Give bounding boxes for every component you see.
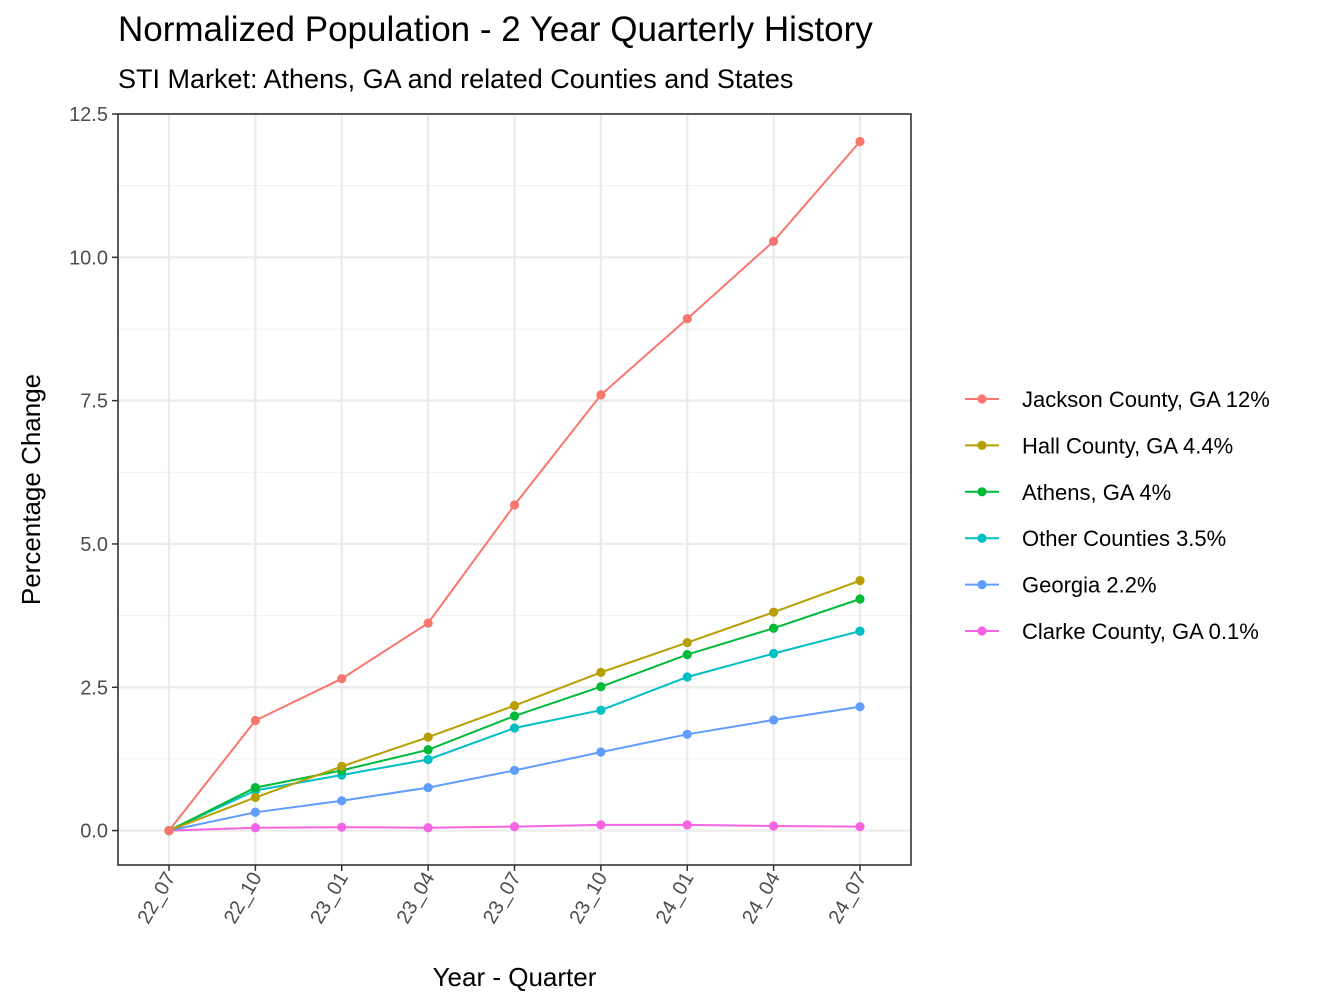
x-tick-label: 22_07 xyxy=(133,869,180,928)
x-axis: 22_07 22_10 23_01 23_04 23_07 23_10 24_01 24_04… xyxy=(133,865,871,928)
data-point xyxy=(509,723,520,733)
y-tick-label: 0.0 xyxy=(80,821,108,843)
data-point xyxy=(855,594,865,604)
data-point xyxy=(769,623,779,633)
data-point xyxy=(596,705,606,715)
y-tick-label: 10.0 xyxy=(69,247,108,269)
data-point xyxy=(509,765,520,776)
data-point xyxy=(509,821,520,832)
chart-subtitle: STI Market: Athens, GA and related Count… xyxy=(118,64,794,94)
data-point xyxy=(423,618,433,628)
data-point xyxy=(596,820,606,830)
data-point xyxy=(509,701,520,711)
legend-key-point xyxy=(977,394,987,404)
y-tick-label: 12.5 xyxy=(69,104,108,126)
legend-key-point xyxy=(977,440,987,450)
legend-label: Georgia 2.2% xyxy=(1022,573,1157,598)
data-point xyxy=(423,732,433,742)
legend-key-point xyxy=(977,580,987,590)
data-point xyxy=(423,783,433,793)
x-axis-title: Year - Quarter xyxy=(433,962,597,992)
data-point xyxy=(682,314,692,324)
x-tick-label: 24_07 xyxy=(824,869,871,928)
data-point xyxy=(250,715,260,726)
legend-label: Hall County, GA 4.4% xyxy=(1022,433,1233,458)
data-point xyxy=(769,821,779,831)
y-tick-label: 5.0 xyxy=(80,534,108,556)
data-point xyxy=(250,807,260,817)
data-point xyxy=(682,729,692,739)
legend-label: Jackson County, GA 12% xyxy=(1022,387,1270,412)
x-tick-label: 22_10 xyxy=(220,869,267,928)
data-point xyxy=(596,390,606,400)
data-point xyxy=(250,823,260,833)
y-tick-label: 2.5 xyxy=(80,677,108,699)
x-tick-label: 23_07 xyxy=(479,869,526,928)
legend-label: Other Counties 3.5% xyxy=(1022,526,1226,551)
y-axis-title: Percentage Change xyxy=(16,374,46,605)
data-point xyxy=(855,576,865,586)
data-point xyxy=(596,667,606,677)
data-point xyxy=(769,607,779,617)
data-point xyxy=(682,672,692,682)
data-point xyxy=(769,715,779,725)
series-points xyxy=(164,136,865,836)
data-point xyxy=(682,650,692,660)
data-point xyxy=(596,682,606,692)
legend-key-point xyxy=(977,533,987,543)
legend-label: Clarke County, GA 0.1% xyxy=(1022,619,1259,644)
grid-major xyxy=(118,112,911,865)
data-point xyxy=(855,626,865,636)
data-point xyxy=(423,745,433,755)
legend-key-point xyxy=(977,626,987,636)
data-point xyxy=(855,702,865,712)
data-point xyxy=(769,648,779,659)
y-tick-label: 7.5 xyxy=(80,391,108,413)
x-tick-label: 23_10 xyxy=(565,869,612,928)
data-point xyxy=(423,823,433,833)
x-tick-label: 23_01 xyxy=(306,869,353,928)
legend-key-point xyxy=(977,487,987,497)
data-point xyxy=(509,500,520,510)
y-axis: 0.0 2.5 5.0 7.5 10.0 12.5 xyxy=(69,104,118,843)
data-point xyxy=(682,637,692,648)
x-tick-label: 24_04 xyxy=(738,869,785,928)
data-point xyxy=(509,711,520,721)
data-point xyxy=(337,761,347,771)
data-point xyxy=(337,822,347,832)
data-point xyxy=(769,236,779,246)
data-point xyxy=(164,826,174,836)
chart-title: Normalized Population - 2 Year Quarterly… xyxy=(118,10,873,49)
data-point xyxy=(250,783,260,793)
data-point xyxy=(682,820,692,830)
data-point xyxy=(596,747,606,757)
data-point xyxy=(337,796,347,806)
data-point xyxy=(423,754,433,765)
legend-label: Athens, GA 4% xyxy=(1022,480,1171,505)
legend: Jackson County, GA 12% Hall County, GA 4.… xyxy=(965,387,1270,644)
x-tick-label: 23_04 xyxy=(393,869,440,928)
data-point xyxy=(250,792,260,802)
data-point xyxy=(337,674,347,684)
x-tick-label: 24_01 xyxy=(652,869,699,928)
data-point xyxy=(855,136,865,147)
data-point xyxy=(855,821,865,832)
